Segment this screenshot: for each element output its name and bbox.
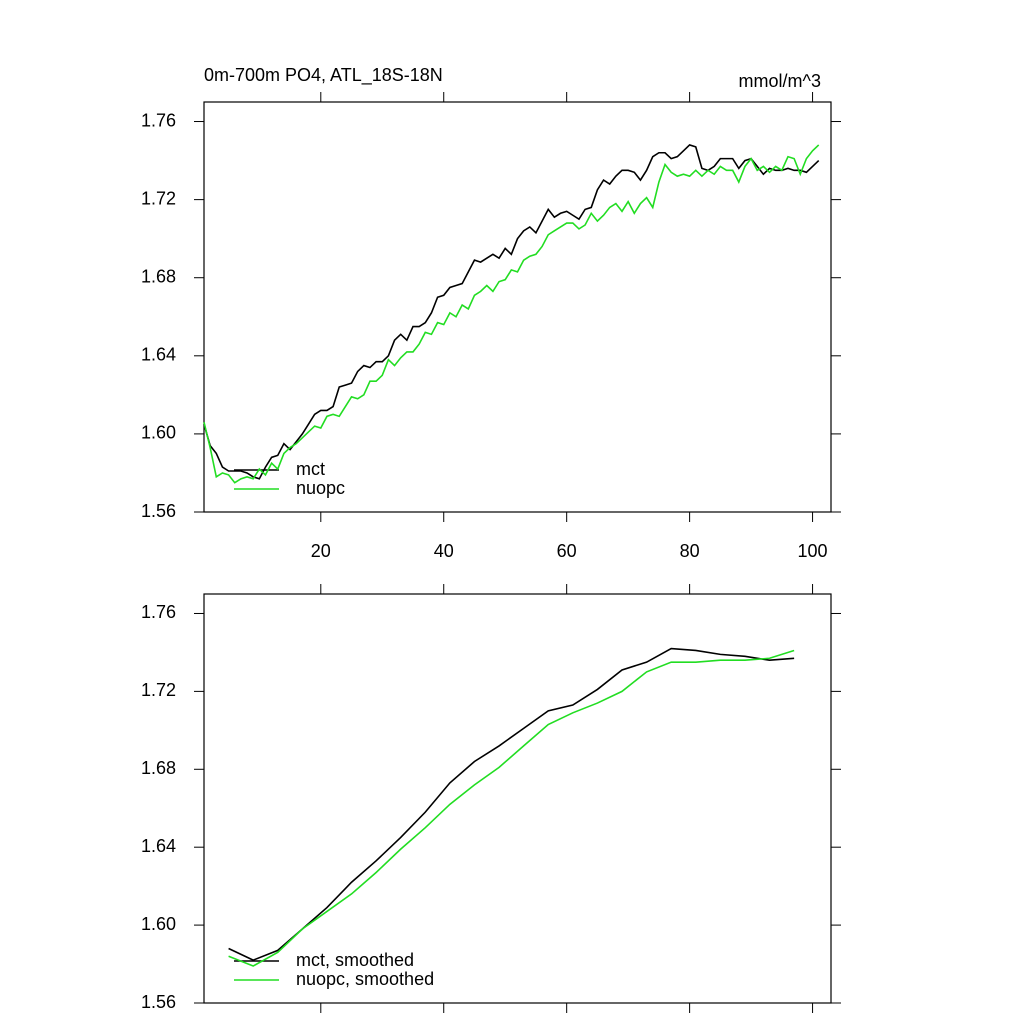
y-tick-label: 1.72	[141, 680, 176, 700]
x-tick-label: 100	[798, 541, 828, 561]
y-tick-label: 1.56	[141, 992, 176, 1012]
series-line	[228, 647, 795, 962]
legend-label: mct, smoothed	[296, 950, 414, 970]
series-line	[203, 144, 820, 484]
y-tick-label: 1.56	[141, 501, 176, 521]
x-tick-label: 20	[311, 541, 331, 561]
series-line	[228, 649, 795, 967]
x-tick-label: 80	[680, 541, 700, 561]
plot-frame	[203, 101, 832, 513]
series-line	[203, 144, 820, 480]
legend-label: mct	[296, 459, 325, 479]
y-tick-label: 1.76	[141, 110, 176, 130]
y-tick-label: 1.68	[141, 266, 176, 286]
chart-title: 0m-700m PO4, ATL_18S-18N	[204, 65, 443, 86]
plot-frame	[203, 593, 832, 1004]
y-tick-label: 1.64	[141, 836, 176, 856]
y-tick-label: 1.76	[141, 602, 176, 622]
x-tick-label: 40	[434, 541, 454, 561]
y-tick-label: 1.64	[141, 345, 176, 365]
y-tick-label: 1.60	[141, 914, 176, 934]
legend-label: nuopc, smoothed	[296, 969, 434, 989]
legend-label: nuopc	[296, 478, 345, 498]
y-tick-label: 1.68	[141, 758, 176, 778]
y-tick-label: 1.72	[141, 188, 176, 208]
y-tick-label: 1.60	[141, 423, 176, 443]
x-tick-label: 60	[557, 541, 577, 561]
units-label: mmol/m^3	[739, 71, 821, 91]
